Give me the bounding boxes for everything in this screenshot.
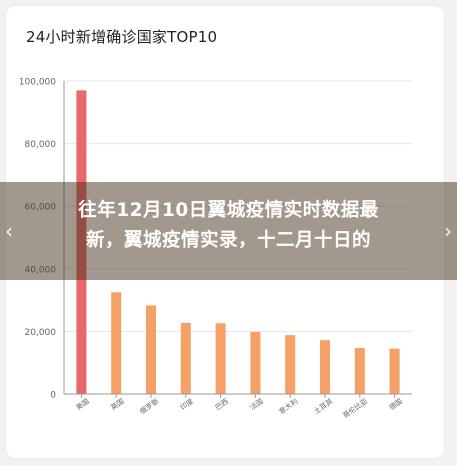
x-tick-label: 法国 [248, 397, 265, 412]
bar-9 [389, 348, 400, 394]
x-tick-label: 英国 [109, 397, 126, 412]
chart-title: 24小时新增确诊国家TOP10 [26, 28, 218, 46]
chevron-right-icon[interactable]: › [444, 219, 452, 243]
x-tick-labels: 美国 英国 俄罗斯 印度 巴西 法国 意大利 土耳其 哥伦比亚 德国 [74, 394, 404, 420]
x-tick-label: 美国 [74, 397, 91, 412]
bar-7 [320, 340, 330, 394]
headline-overlay [0, 182, 457, 280]
x-tick-label: 哥伦比亚 [341, 397, 369, 420]
bar-8 [354, 347, 365, 394]
headline-line-2: 新，翼城疫情实录，十二月十日的 [85, 230, 371, 251]
headline-line-1: 往年12月10日翼城疫情实时数据最 [78, 200, 379, 221]
chevron-left-icon[interactable]: ‹ [5, 219, 13, 243]
y-tick-label: 20,000 [25, 328, 57, 338]
x-tick-label: 巴西 [214, 397, 230, 412]
x-tick-label: 俄罗斯 [138, 397, 160, 416]
bar-3 [180, 322, 191, 394]
y-tick-label: 100,000 [19, 78, 56, 88]
bar-1 [111, 292, 122, 394]
bar-2 [146, 305, 156, 394]
bar-6 [285, 335, 296, 394]
headline[interactable]: 往年12月10日翼城疫情实时数据最 新，翼城疫情实录，十二月十日的 [0, 196, 457, 256]
bar-5 [250, 332, 261, 394]
y-tick-label: 0 [50, 391, 56, 401]
x-tick-label: 土耳其 [312, 397, 334, 416]
x-tick-label: 印度 [179, 397, 196, 412]
y-tick-label: 80,000 [25, 140, 57, 150]
x-tick-label: 意大利 [277, 397, 299, 416]
bar-4 [215, 323, 226, 394]
x-tick-label: 德国 [387, 397, 404, 412]
